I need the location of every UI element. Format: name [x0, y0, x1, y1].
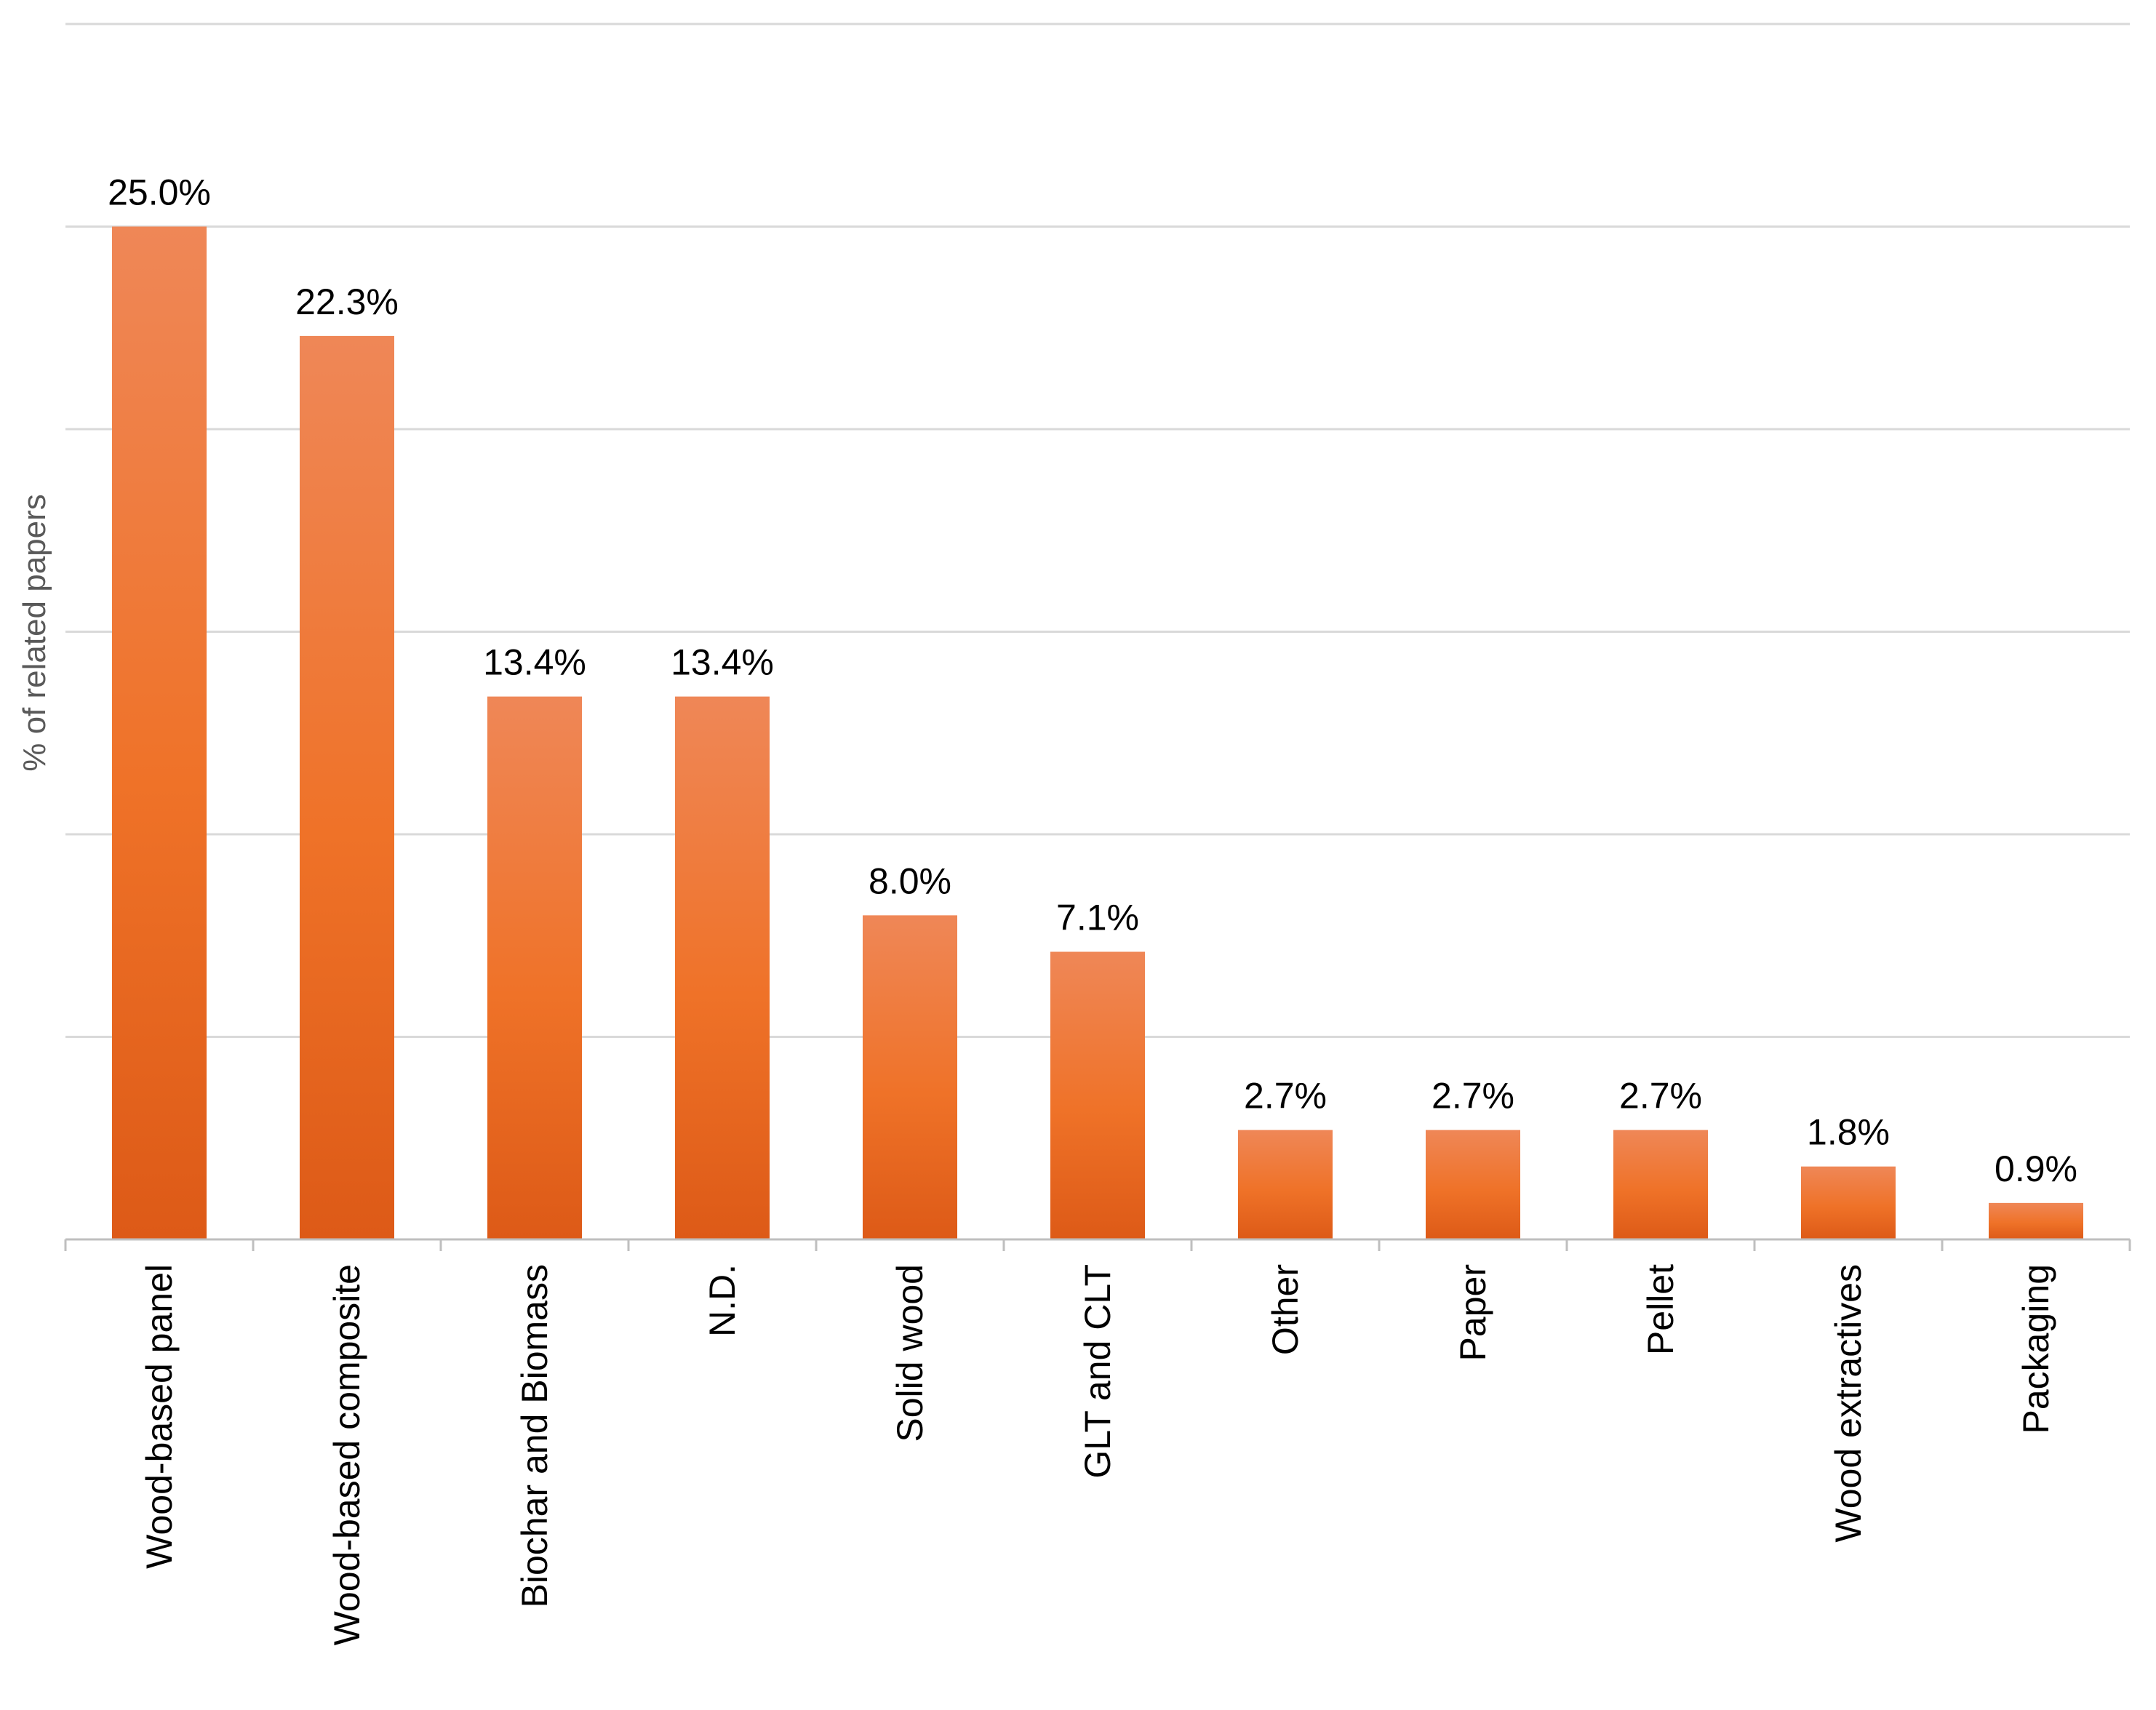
bar-pellet	[1613, 1130, 1708, 1239]
bar-packaging	[1989, 1202, 2083, 1239]
data-label: 2.7%	[1432, 1076, 1514, 1116]
data-label: 25.0%	[108, 172, 211, 213]
bar-glt-and-clt	[1050, 951, 1145, 1239]
x-tick-labels: Wood-based panel Wood-based composite Bioc…	[139, 1264, 2056, 1645]
bar-wood-extractives	[1801, 1166, 1896, 1239]
x-axis	[64, 1238, 2131, 1251]
bar-wood-based-panel	[112, 226, 207, 1239]
bar-other	[1238, 1130, 1333, 1239]
x-tick-label: Pellet	[1640, 1264, 1681, 1355]
x-tick-label: Packaging	[2016, 1264, 2056, 1434]
data-label: 13.4%	[671, 642, 774, 683]
data-label: 0.9%	[1995, 1148, 2077, 1189]
data-label: 2.7%	[1619, 1076, 1702, 1116]
data-labels: 25.0% 22.3% 13.4% 13.4% 8.0% 7.1% 2.7% 2.7% 2.7%…	[108, 172, 2077, 1189]
x-tick-label: Wood-based composite	[327, 1264, 367, 1645]
bars	[112, 226, 2083, 1239]
bar-solid-wood	[863, 915, 957, 1239]
data-label: 13.4%	[483, 642, 586, 683]
x-tick-label: GLT and CLT	[1077, 1264, 1118, 1479]
data-label: 8.0%	[869, 860, 951, 901]
gridlines	[65, 23, 2130, 1038]
x-tick-label: N.D.	[702, 1264, 743, 1337]
bar-biochar-and-biomass	[487, 696, 582, 1239]
x-tick-label: Wood extractives	[1828, 1264, 1869, 1543]
x-tick-label: Other	[1265, 1264, 1306, 1355]
y-axis-label: % of related papers	[17, 494, 52, 772]
bar-paper	[1426, 1130, 1520, 1239]
bar-n-d	[675, 696, 770, 1239]
data-label: 1.8%	[1807, 1112, 1890, 1153]
x-tick-label: Wood-based panel	[139, 1264, 180, 1569]
x-tick-label: Biochar and Biomass	[514, 1264, 555, 1607]
data-label: 7.1%	[1056, 898, 1139, 938]
x-tick-label: Solid wood	[890, 1264, 930, 1442]
x-tick-label: Paper	[1453, 1264, 1493, 1361]
bar-wood-based-composite	[300, 335, 394, 1239]
data-label: 2.7%	[1244, 1076, 1327, 1116]
data-label: 22.3%	[295, 281, 399, 322]
